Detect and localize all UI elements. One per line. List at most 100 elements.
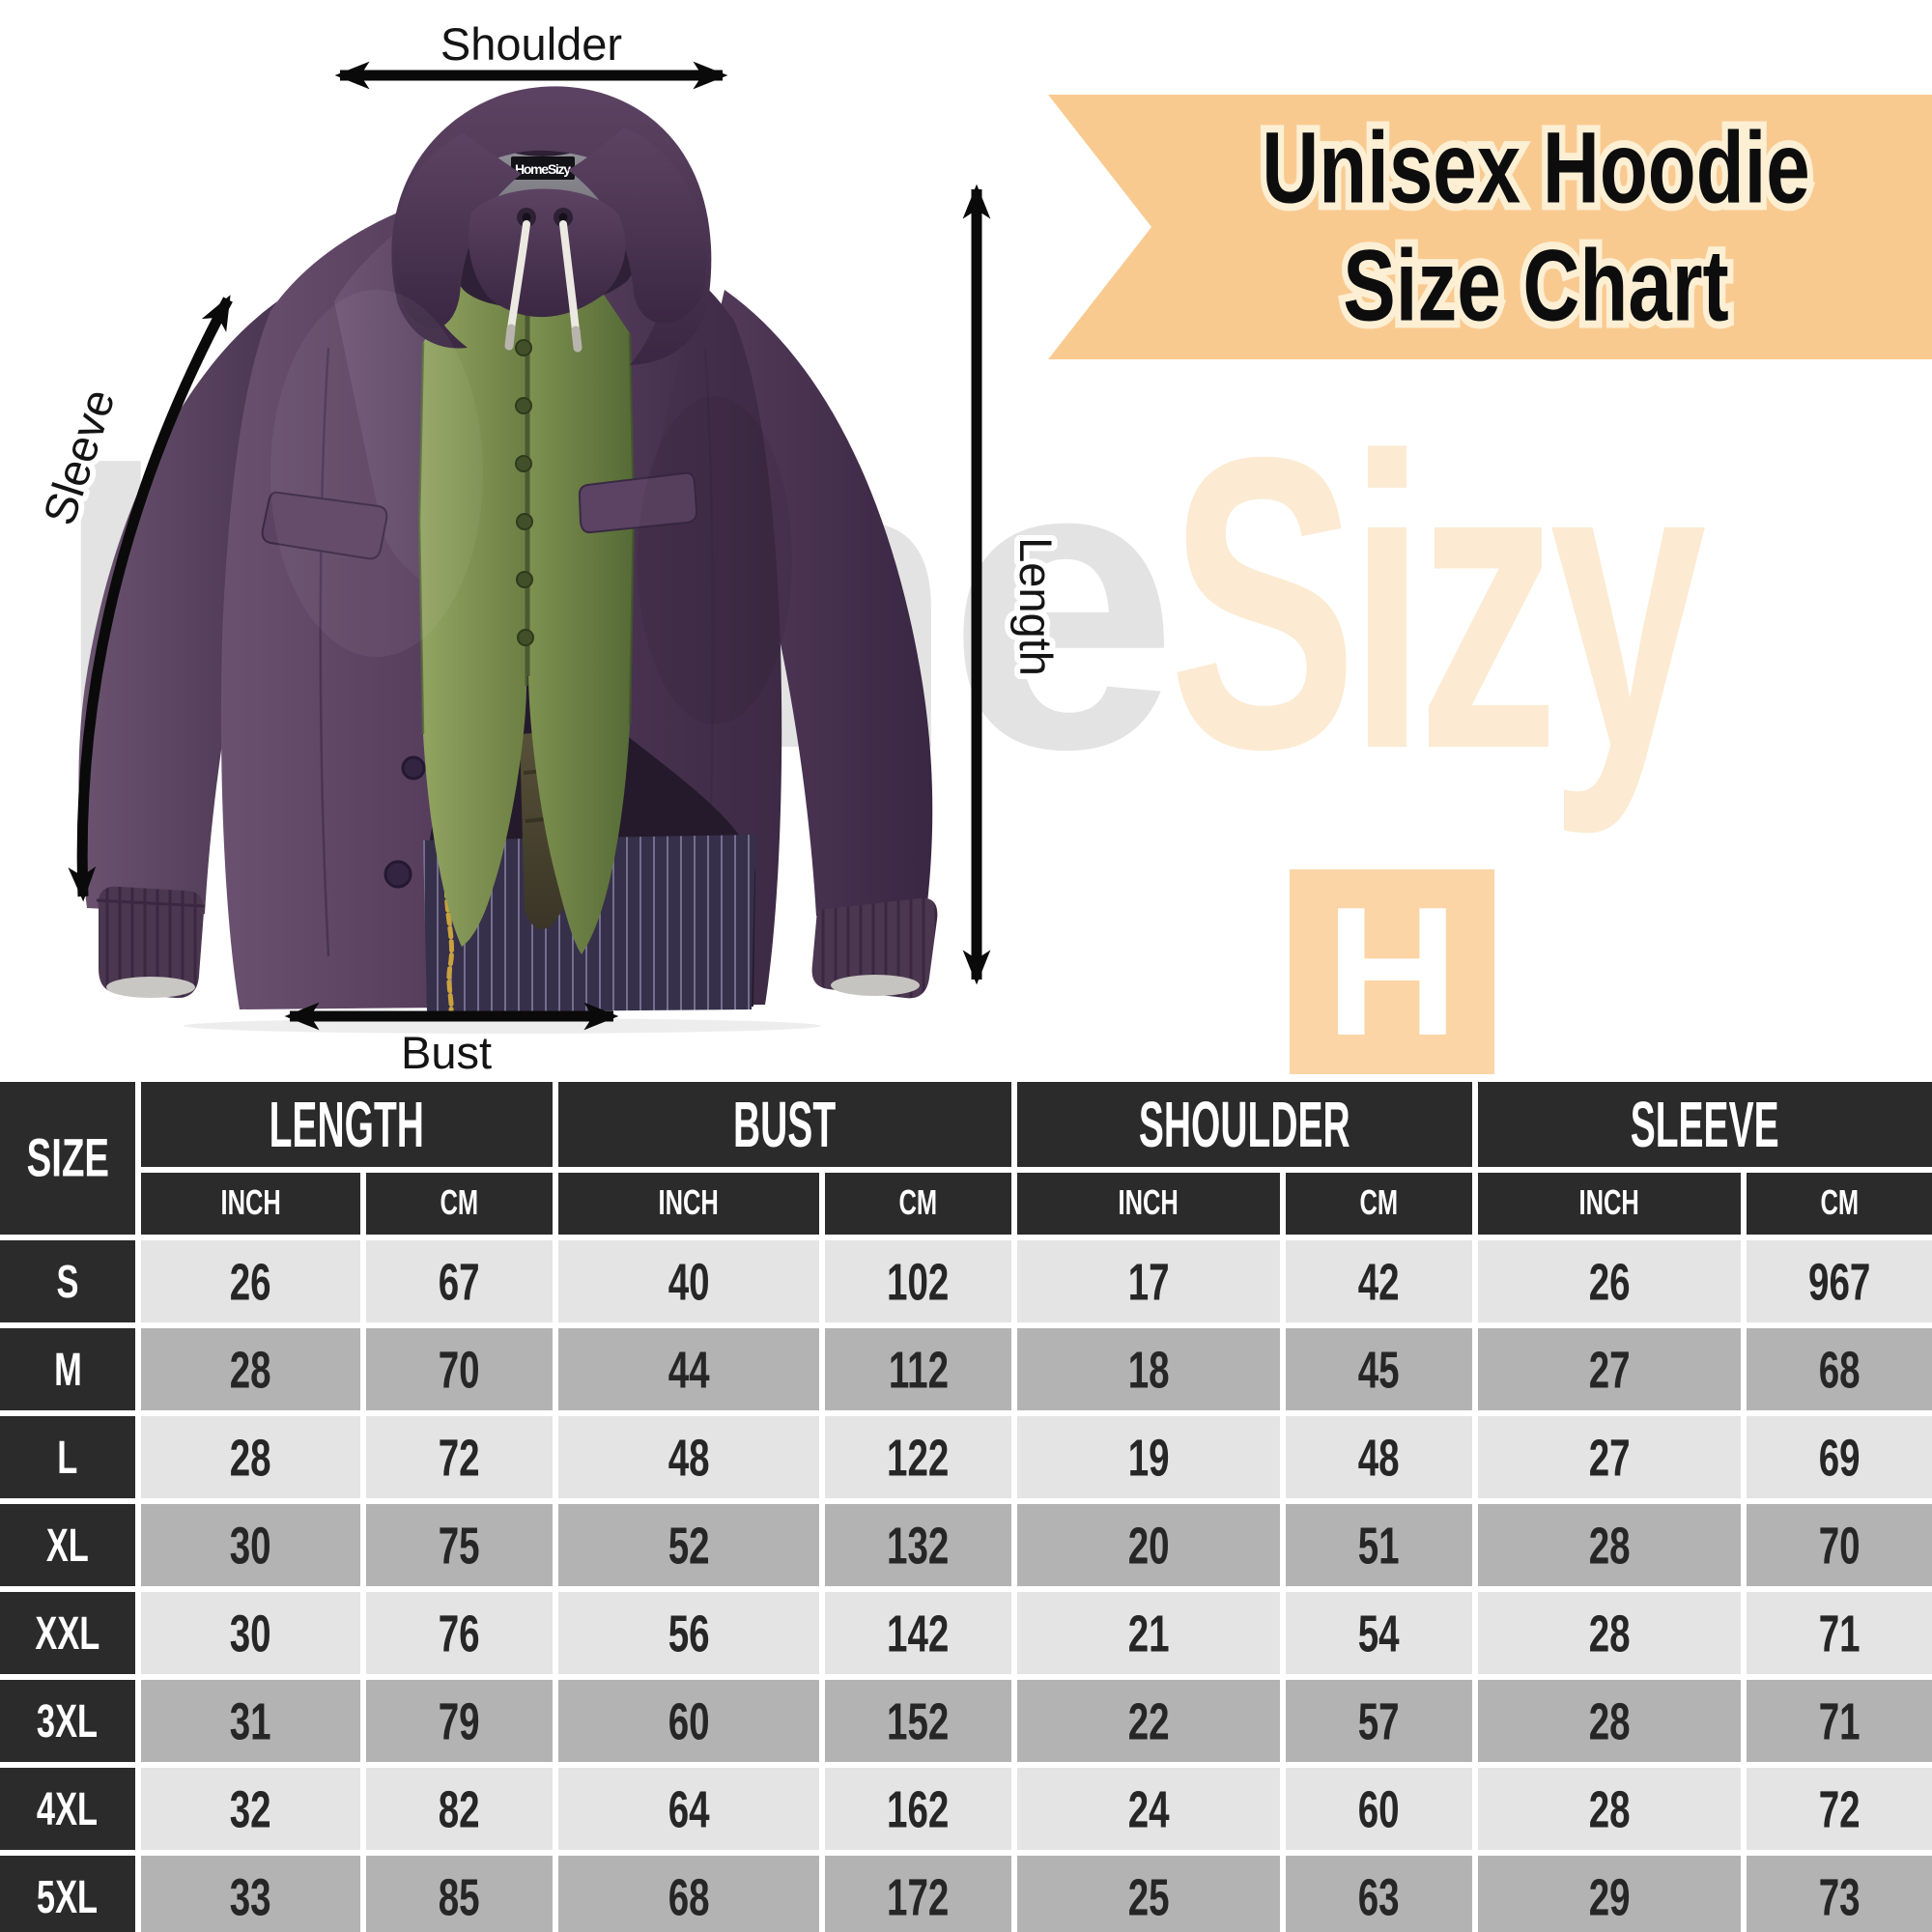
value-cell: 20 [1017, 1504, 1280, 1586]
size-label-cell: XXL [0, 1592, 135, 1674]
value-cell: 48 [1286, 1416, 1472, 1498]
value-cell: 112 [825, 1328, 1011, 1410]
banner-line-1-text: Unisex Hoodie [1262, 111, 1810, 225]
value-cell: 30 [141, 1592, 360, 1674]
banner-line-1-outline: Unisex Hoodie [1256, 104, 1816, 233]
value-cell: 28 [1478, 1768, 1741, 1850]
banner-line-2-outline: Size Chart [1337, 222, 1735, 351]
bust-label: Bust [401, 1027, 492, 1078]
value-cell: 68 [558, 1856, 819, 1932]
title-banner: Unisex Hoodie Unisex Hoodie Size Chart S… [1048, 95, 1932, 359]
unit-header-cm: CM [1747, 1173, 1932, 1235]
measurement-arrows: Shoulder Sleeve Length Bust [32, 18, 1062, 1078]
left-pocket-flap [261, 491, 388, 560]
size-table: SIZE LENGTH BUST SHOULDER SLEEVE INCH CM… [0, 1082, 1932, 1932]
unit-header-cm: CM [825, 1173, 1011, 1235]
right-sleeve [710, 290, 938, 999]
table-group-bust: BUST [558, 1082, 1011, 1167]
neck-tag: HomeSizy [511, 156, 575, 180]
value-cell: 28 [1478, 1592, 1741, 1674]
table-corner-size: SIZE [0, 1082, 135, 1235]
value-cell: 28 [1478, 1680, 1741, 1762]
table-group-shoulder: SHOULDER [1017, 1082, 1472, 1167]
value-cell: 132 [825, 1504, 1011, 1586]
hood: HomeSizy [391, 86, 712, 366]
size-label-cell: L [0, 1416, 135, 1498]
value-cell: 33 [141, 1856, 360, 1932]
value-cell: 162 [825, 1768, 1011, 1850]
value-cell: 21 [1017, 1592, 1280, 1674]
value-cell: 60 [558, 1680, 819, 1762]
value-cell: 75 [366, 1504, 553, 1586]
value-cell: 30 [141, 1504, 360, 1586]
size-label-cell: 4XL [0, 1768, 135, 1850]
value-cell: 28 [1478, 1504, 1741, 1586]
value-cell: 18 [1017, 1328, 1280, 1410]
value-cell: 967 [1747, 1240, 1932, 1322]
value-cell: 54 [1286, 1592, 1472, 1674]
value-cell: 68 [1747, 1328, 1932, 1410]
value-cell: 42 [1286, 1240, 1472, 1322]
value-cell: 17 [1017, 1240, 1280, 1322]
unit-header-inch: INCH [558, 1173, 819, 1235]
unit-header-inch: INCH [141, 1173, 360, 1235]
shoulder-label: Shoulder [440, 18, 622, 70]
value-cell: 102 [825, 1240, 1011, 1322]
banner-line-2: Size Chart Size Chart [1140, 222, 1932, 351]
value-cell: 85 [366, 1856, 553, 1932]
value-cell: 31 [141, 1680, 360, 1762]
value-cell: 63 [1286, 1856, 1472, 1932]
value-cell: 70 [1747, 1504, 1932, 1586]
watermark-word-sizy: Sizy [1168, 372, 1707, 836]
value-cell: 28 [141, 1416, 360, 1498]
value-cell: 29 [1478, 1856, 1741, 1932]
size-label-cell: 5XL [0, 1856, 135, 1932]
value-cell: 27 [1478, 1416, 1741, 1498]
size-label-cell: 3XL [0, 1680, 135, 1762]
value-cell: 26 [141, 1240, 360, 1322]
sleeve-arrow [68, 295, 233, 902]
value-cell: 122 [825, 1416, 1011, 1498]
value-cell: 152 [825, 1680, 1011, 1762]
hoodie-product-image: HomeSizy [78, 86, 938, 1034]
value-cell: 32 [141, 1768, 360, 1850]
value-cell: 45 [1286, 1328, 1472, 1410]
sleeve-label: Sleeve [33, 383, 125, 530]
table-group-sleeve: SLEEVE [1478, 1082, 1932, 1167]
value-cell: 72 [366, 1416, 553, 1498]
unit-header-inch: INCH [1017, 1173, 1280, 1235]
table-group-length: LENGTH [141, 1082, 553, 1167]
value-cell: 70 [366, 1328, 553, 1410]
right-pocket-flap [578, 471, 698, 534]
green-vest [417, 256, 636, 954]
unit-header-cm: CM [366, 1173, 553, 1235]
neck-tag-text: HomeSizy [515, 161, 571, 177]
value-cell: 82 [366, 1768, 553, 1850]
length-label: Length [1010, 537, 1062, 676]
brand-logo-letter: H [1325, 869, 1459, 1074]
value-cell: 51 [1286, 1504, 1472, 1586]
drawstrings [504, 220, 582, 353]
left-cuff [98, 886, 205, 999]
jacket-button [401, 755, 426, 781]
value-cell: 76 [366, 1592, 553, 1674]
value-cell: 142 [825, 1592, 1011, 1674]
value-cell: 71 [1747, 1592, 1932, 1674]
value-cell: 52 [558, 1504, 819, 1586]
right-cuff [811, 897, 938, 999]
value-cell: 64 [558, 1768, 819, 1850]
unit-header-cm: CM [1286, 1173, 1472, 1235]
banner-line-1: Unisex Hoodie Unisex Hoodie [1140, 104, 1932, 233]
value-cell: 56 [558, 1592, 819, 1674]
value-cell: 19 [1017, 1416, 1280, 1498]
value-cell: 67 [366, 1240, 553, 1322]
value-cell: 71 [1747, 1680, 1932, 1762]
value-cell: 79 [366, 1680, 553, 1762]
value-cell: 48 [558, 1416, 819, 1498]
value-cell: 27 [1478, 1328, 1741, 1410]
value-cell: 40 [558, 1240, 819, 1322]
value-cell: 57 [1286, 1680, 1472, 1762]
value-cell: 44 [558, 1328, 819, 1410]
value-cell: 25 [1017, 1856, 1280, 1932]
